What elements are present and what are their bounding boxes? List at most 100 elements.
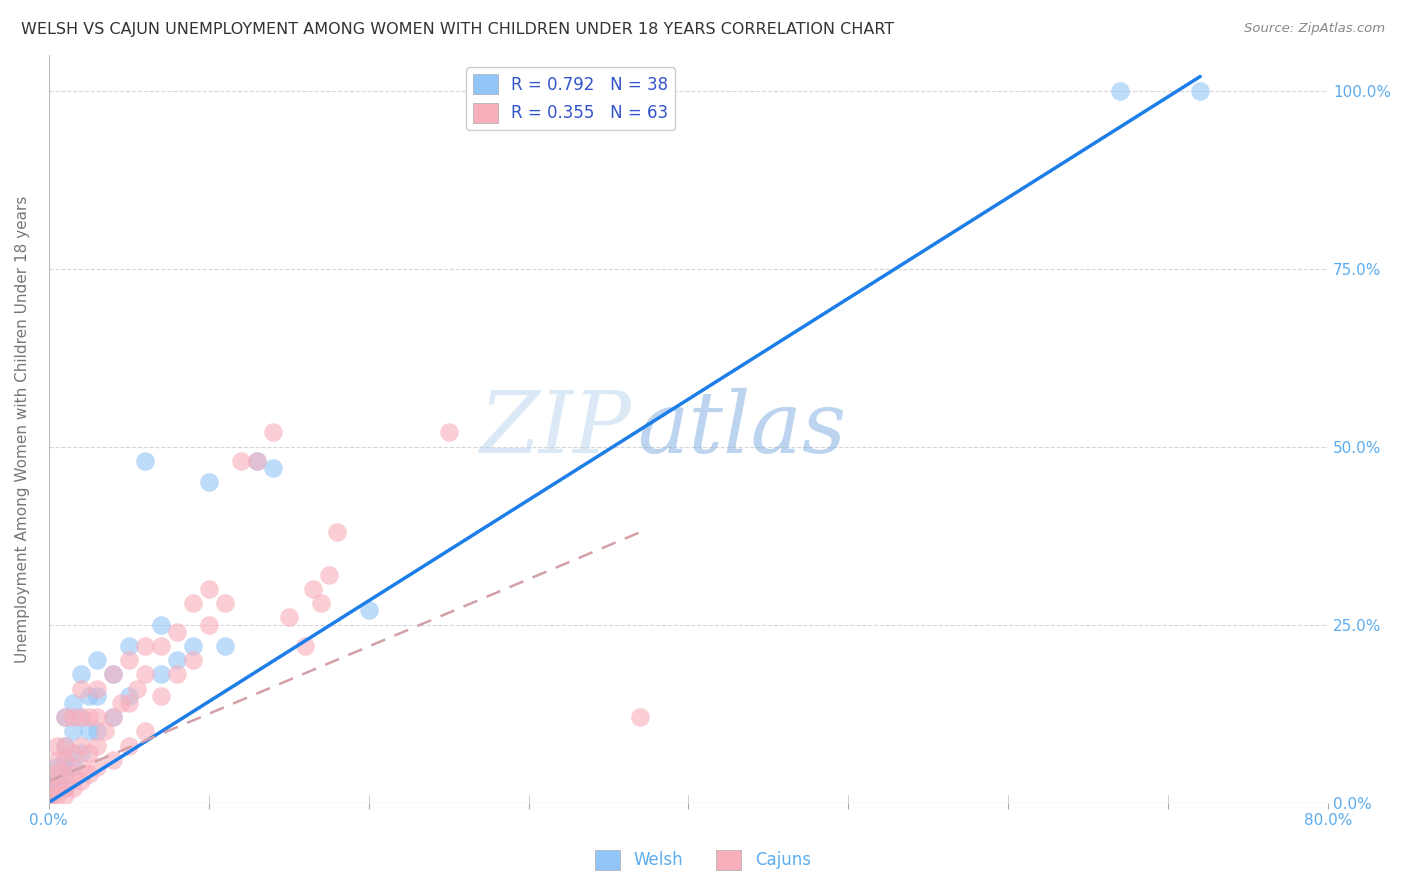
Point bbox=[246, 454, 269, 468]
Point bbox=[1189, 84, 1212, 98]
Point bbox=[77, 710, 100, 724]
Point bbox=[69, 739, 91, 753]
Point bbox=[45, 753, 67, 767]
Point bbox=[134, 454, 156, 468]
Point bbox=[166, 624, 188, 639]
Point bbox=[53, 767, 76, 781]
Point bbox=[77, 746, 100, 760]
Point bbox=[53, 753, 76, 767]
Point bbox=[101, 753, 124, 767]
Point bbox=[53, 710, 76, 724]
Point bbox=[197, 475, 219, 490]
Text: atlas: atlas bbox=[637, 387, 846, 470]
Point bbox=[294, 639, 316, 653]
Point bbox=[69, 746, 91, 760]
Point bbox=[45, 739, 67, 753]
Point bbox=[38, 781, 60, 796]
Point bbox=[630, 710, 652, 724]
Point bbox=[110, 696, 132, 710]
Point bbox=[301, 582, 323, 596]
Point bbox=[53, 739, 76, 753]
Legend: Welsh, Cajuns: Welsh, Cajuns bbox=[589, 843, 817, 877]
Point bbox=[77, 767, 100, 781]
Point bbox=[437, 425, 460, 440]
Point bbox=[309, 596, 332, 610]
Point bbox=[62, 724, 84, 739]
Point bbox=[69, 681, 91, 696]
Point bbox=[101, 667, 124, 681]
Point bbox=[262, 461, 284, 475]
Point bbox=[69, 710, 91, 724]
Point bbox=[38, 789, 60, 803]
Point bbox=[45, 774, 67, 789]
Point bbox=[101, 667, 124, 681]
Point bbox=[86, 681, 108, 696]
Y-axis label: Unemployment Among Women with Children Under 18 years: Unemployment Among Women with Children U… bbox=[15, 195, 30, 663]
Point bbox=[181, 653, 204, 667]
Point bbox=[53, 739, 76, 753]
Point bbox=[1109, 84, 1132, 98]
Point bbox=[125, 681, 148, 696]
Point bbox=[149, 667, 172, 681]
Point bbox=[357, 603, 380, 617]
Point bbox=[86, 724, 108, 739]
Point bbox=[149, 617, 172, 632]
Point bbox=[45, 789, 67, 803]
Point bbox=[77, 724, 100, 739]
Point bbox=[77, 689, 100, 703]
Point bbox=[214, 639, 236, 653]
Point bbox=[93, 724, 115, 739]
Point bbox=[53, 753, 76, 767]
Point bbox=[181, 596, 204, 610]
Text: Source: ZipAtlas.com: Source: ZipAtlas.com bbox=[1244, 22, 1385, 36]
Point bbox=[318, 567, 340, 582]
Point bbox=[53, 781, 76, 796]
Point bbox=[229, 454, 252, 468]
Point bbox=[62, 746, 84, 760]
Point bbox=[134, 724, 156, 739]
Point bbox=[86, 760, 108, 774]
Point bbox=[69, 760, 91, 774]
Point bbox=[69, 774, 91, 789]
Point bbox=[118, 653, 141, 667]
Point bbox=[62, 696, 84, 710]
Point bbox=[149, 689, 172, 703]
Point bbox=[45, 767, 67, 781]
Point bbox=[53, 710, 76, 724]
Point bbox=[53, 767, 76, 781]
Point bbox=[62, 710, 84, 724]
Point bbox=[166, 667, 188, 681]
Point bbox=[38, 781, 60, 796]
Point bbox=[62, 760, 84, 774]
Point bbox=[101, 710, 124, 724]
Point bbox=[38, 796, 60, 810]
Point bbox=[277, 610, 299, 624]
Point bbox=[181, 639, 204, 653]
Point bbox=[325, 524, 347, 539]
Point bbox=[38, 767, 60, 781]
Point bbox=[134, 667, 156, 681]
Point bbox=[214, 596, 236, 610]
Point bbox=[86, 689, 108, 703]
Point bbox=[69, 710, 91, 724]
Point bbox=[118, 689, 141, 703]
Point bbox=[149, 639, 172, 653]
Point bbox=[166, 653, 188, 667]
Point bbox=[45, 781, 67, 796]
Point bbox=[45, 760, 67, 774]
Point bbox=[62, 781, 84, 796]
Point bbox=[101, 710, 124, 724]
Point bbox=[38, 789, 60, 803]
Point bbox=[86, 653, 108, 667]
Point bbox=[38, 796, 60, 810]
Point bbox=[197, 617, 219, 632]
Point bbox=[118, 639, 141, 653]
Point bbox=[53, 789, 76, 803]
Point bbox=[69, 667, 91, 681]
Point bbox=[62, 767, 84, 781]
Text: ZIP: ZIP bbox=[479, 387, 631, 470]
Point bbox=[86, 710, 108, 724]
Point bbox=[262, 425, 284, 440]
Text: WELSH VS CAJUN UNEMPLOYMENT AMONG WOMEN WITH CHILDREN UNDER 18 YEARS CORRELATION: WELSH VS CAJUN UNEMPLOYMENT AMONG WOMEN … bbox=[21, 22, 894, 37]
Point bbox=[197, 582, 219, 596]
